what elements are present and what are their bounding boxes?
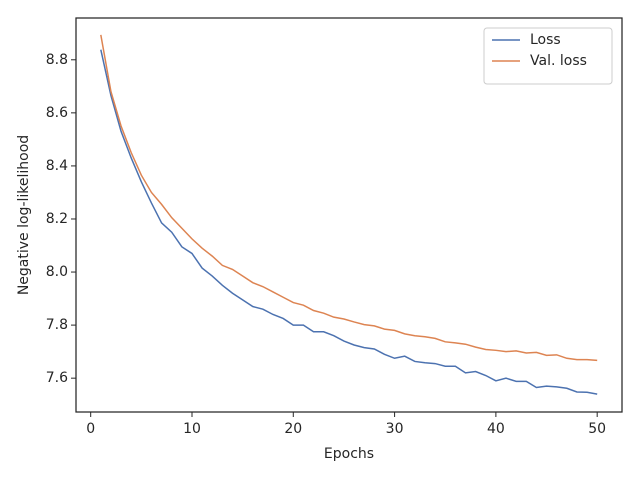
legend-box	[483, 27, 613, 85]
y-tick-label: 8.4	[46, 158, 68, 174]
y-tick-label: 8.8	[46, 52, 68, 68]
y-tick-label: 8.2	[46, 211, 68, 227]
x-tick-label: 10	[183, 421, 201, 437]
x-tick-label: 50	[588, 421, 606, 437]
legend-label: Val. loss	[530, 53, 587, 69]
y-tick-label: 8.0	[46, 264, 68, 280]
x-tick-label: 0	[86, 421, 95, 437]
y-axis-label: Negative log-likelihood	[16, 135, 32, 295]
x-tick-label: 30	[386, 421, 404, 437]
x-axis-label: Epochs	[324, 446, 374, 462]
y-tick-label: 7.8	[46, 317, 68, 333]
plot-frame	[75, 17, 623, 413]
x-tick-label: 40	[487, 421, 505, 437]
x-tick-label: 20	[284, 421, 302, 437]
y-tick-label: 8.6	[46, 105, 68, 121]
legend-label: Loss	[530, 32, 561, 48]
y-tick-label: 7.6	[46, 370, 68, 386]
series-line	[100, 49, 598, 395]
series-line	[100, 34, 598, 362]
